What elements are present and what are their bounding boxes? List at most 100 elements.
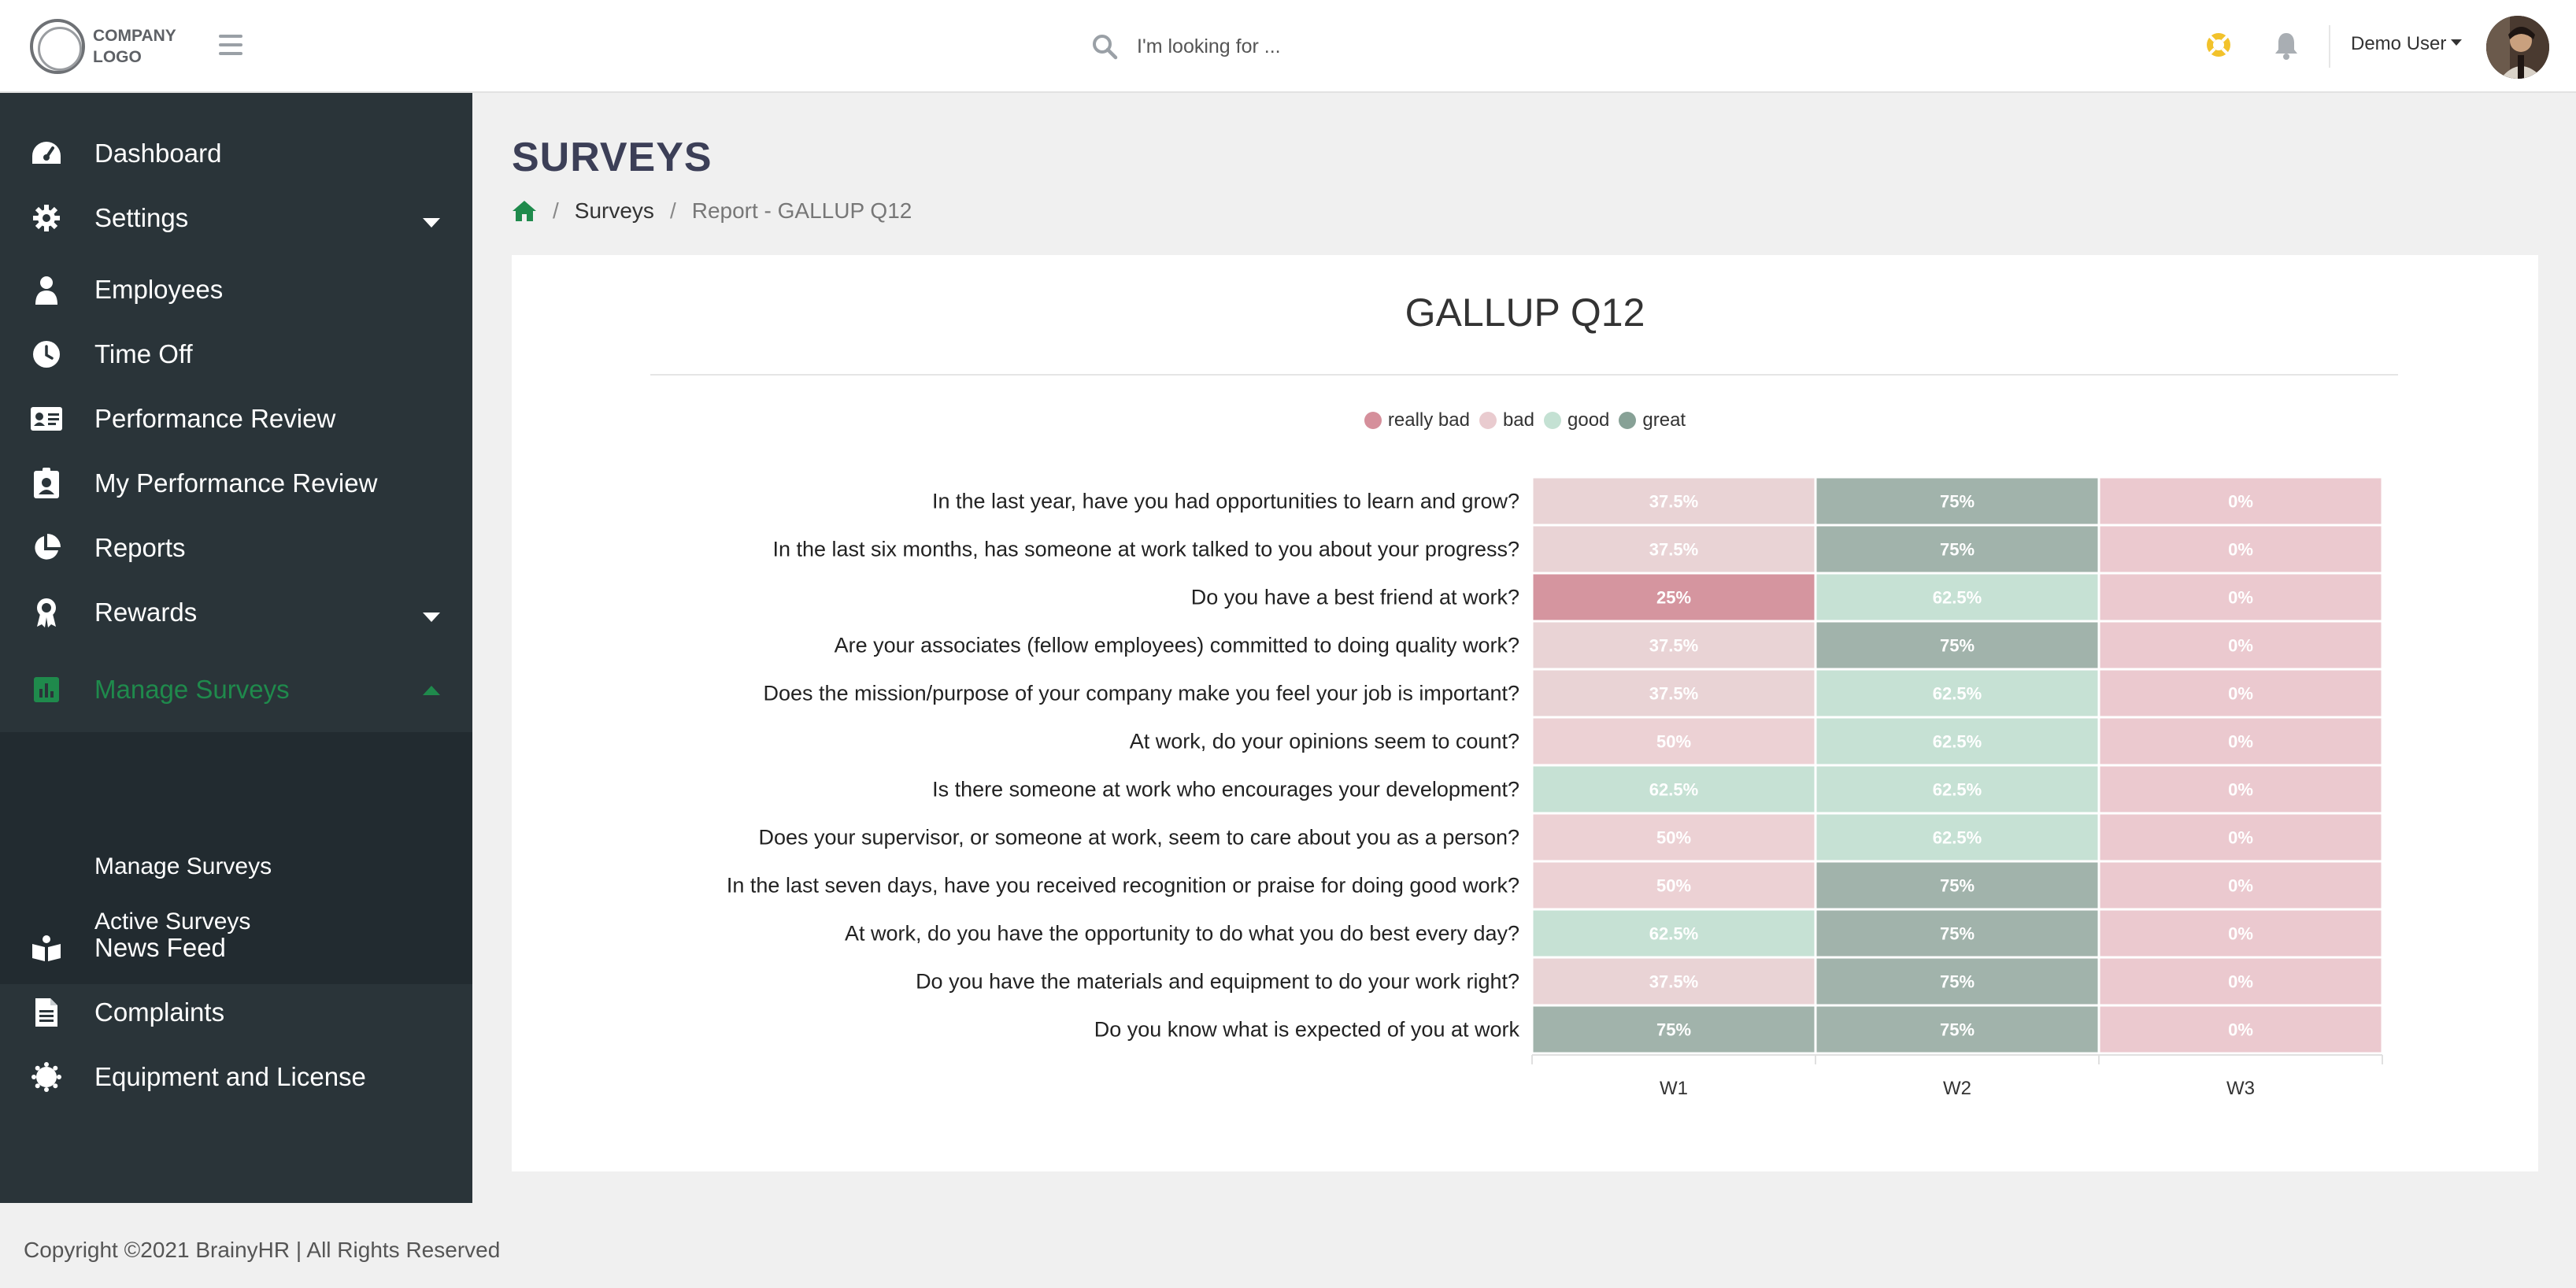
report-title: GALLUP Q12 — [1405, 291, 1645, 335]
manage-surveys-submenu: Manage Surveys Active Surveys — [0, 732, 472, 984]
heatmap-cell[interactable] — [1533, 670, 1815, 716]
sidebar-item-employees[interactable]: Employees — [0, 262, 472, 317]
breadcrumb-separator: / — [669, 198, 676, 223]
sidebar-item-label: Performance Review — [94, 404, 336, 433]
logo-mark — [30, 19, 85, 74]
row-label: Are your associates (fellow employees) c… — [835, 634, 1519, 657]
support-icon[interactable] — [2204, 31, 2233, 63]
cell-value-label: 0% — [2228, 828, 2253, 848]
cell-value-label: 62.5% — [1933, 780, 1982, 800]
heatmap-cell[interactable] — [1816, 1006, 2098, 1053]
sidebar-item-label: Settings — [94, 203, 189, 232]
cell-value-label: 50% — [1656, 732, 1691, 752]
company-logo[interactable]: COMPANY LOGO — [30, 17, 176, 76]
heatmap-cell[interactable] — [2100, 670, 2382, 716]
sidebar-item-settings[interactable]: Settings — [0, 191, 472, 246]
legend-item-good[interactable]: good — [1544, 409, 1609, 431]
heatmap-cell[interactable] — [1816, 814, 2098, 861]
heatmap-cell[interactable] — [2100, 1006, 2382, 1053]
heatmap-cell[interactable] — [1816, 718, 2098, 764]
heatmap-cell[interactable] — [1816, 766, 2098, 812]
sidebar-item-label: Equipment and License — [94, 1062, 366, 1091]
cell-value-label: 75% — [1940, 924, 1975, 944]
heatmap-cell[interactable] — [2100, 622, 2382, 668]
heatmap-cell[interactable] — [1533, 574, 1815, 620]
sidebar-item-reports[interactable]: Reports — [0, 520, 472, 576]
sidebar-item-time-off[interactable]: Time Off — [0, 327, 472, 382]
newspaper-icon — [30, 931, 63, 964]
cell-value-label: 0% — [2228, 636, 2253, 656]
heatmap-cell[interactable] — [2100, 574, 2382, 620]
heatmap-cell[interactable] — [1533, 526, 1815, 572]
heatmap-cell[interactable] — [2100, 718, 2382, 764]
cell-value-label: 0% — [2228, 684, 2253, 704]
heatmap-cell[interactable] — [1816, 670, 2098, 716]
cell-value-label: 0% — [2228, 924, 2253, 944]
cell-value-label: 37.5% — [1649, 540, 1698, 560]
sidebar-item-news-feed[interactable]: News Feed — [0, 920, 472, 975]
sidebar-item-manage-surveys[interactable]: Manage Surveys — [0, 662, 472, 717]
heatmap-cell[interactable] — [1816, 862, 2098, 909]
breadcrumb-surveys[interactable]: Surveys — [574, 198, 654, 223]
heatmap-cell[interactable] — [1533, 766, 1815, 812]
row-label: At work, do your opinions seem to count? — [1130, 730, 1519, 753]
heatmap-chart: In the last year, have you had opportuni… — [727, 478, 2383, 1099]
sidebar-item-performance-review[interactable]: Performance Review — [0, 391, 472, 446]
cell-value-label: 0% — [2228, 540, 2253, 560]
sidebar-item-dashboard[interactable]: Dashboard — [0, 126, 472, 181]
sidebar-item-rewards[interactable]: Rewards — [0, 585, 472, 640]
row-label: Does the mission/purpose of your company… — [764, 682, 1519, 705]
heatmap-cell[interactable] — [1816, 958, 2098, 1005]
heatmap-cell[interactable] — [1816, 622, 2098, 668]
heatmap-cell[interactable] — [2100, 478, 2382, 524]
heatmap-cell[interactable] — [1533, 910, 1815, 957]
heatmap-cell[interactable] — [2100, 766, 2382, 812]
legend-swatch — [1364, 412, 1382, 429]
menu-toggle-icon[interactable] — [219, 35, 242, 57]
heatmap-cell[interactable] — [1533, 958, 1815, 1005]
heatmap-cell[interactable] — [1533, 1006, 1815, 1053]
heatmap-cell[interactable] — [2100, 910, 2382, 957]
breadcrumb-separator: / — [553, 198, 559, 223]
cell-value-label: 37.5% — [1649, 492, 1698, 512]
heatmap-cell[interactable] — [1533, 814, 1815, 861]
heatmap-cell[interactable] — [2100, 958, 2382, 1005]
sidebar-item-label: Complaints — [94, 997, 225, 1027]
subnav-manage-surveys[interactable]: Manage Surveys — [94, 853, 272, 879]
heatmap-cell[interactable] — [1816, 478, 2098, 524]
heatmap-cell[interactable] — [1533, 622, 1815, 668]
heatmap-cell[interactable] — [2100, 814, 2382, 861]
cell-value-label: 25% — [1656, 588, 1691, 608]
sidebar-item-complaints[interactable]: Complaints — [0, 985, 472, 1040]
user-menu[interactable]: Demo User — [2351, 33, 2463, 55]
gear-icon — [30, 202, 63, 235]
heatmap-cell[interactable] — [1533, 478, 1815, 524]
sidebar-item-equipment-and-license[interactable]: Equipment and License — [0, 1049, 472, 1105]
pie-chart-icon — [30, 531, 63, 564]
logo-line1: COMPANY — [93, 27, 176, 45]
cell-value-label: 0% — [2228, 732, 2253, 752]
heatmap-cell[interactable] — [1816, 574, 2098, 620]
row-label: Is there someone at work who encourages … — [932, 778, 1519, 801]
legend-swatch — [1479, 412, 1497, 429]
id-badge-icon — [30, 467, 63, 500]
legend-item-really-bad[interactable]: really bad — [1364, 409, 1470, 431]
file-icon — [30, 996, 63, 1029]
sidebar-item-my-performance-review[interactable]: My Performance Review — [0, 456, 472, 511]
heatmap-cell[interactable] — [1816, 910, 2098, 957]
subnav-active-surveys[interactable]: Active Surveys — [94, 909, 251, 935]
footer-copyright: Copyright ©2021 BrainyHR | All Rights Re… — [24, 1238, 501, 1262]
legend-item-bad[interactable]: bad — [1479, 409, 1534, 431]
search-icon[interactable] — [1091, 33, 1118, 60]
heatmap-cell[interactable] — [1816, 526, 2098, 572]
home-icon[interactable] — [512, 200, 537, 222]
avatar[interactable] — [2486, 16, 2549, 79]
search-input[interactable] — [1137, 35, 1468, 58]
legend-item-great[interactable]: great — [1619, 409, 1686, 431]
bell-icon[interactable] — [2274, 31, 2299, 65]
heatmap-cell[interactable] — [1533, 862, 1815, 909]
heatmap-cell[interactable] — [2100, 526, 2382, 572]
title-divider — [650, 374, 2398, 376]
heatmap-cell[interactable] — [2100, 862, 2382, 909]
heatmap-cell[interactable] — [1533, 718, 1815, 764]
